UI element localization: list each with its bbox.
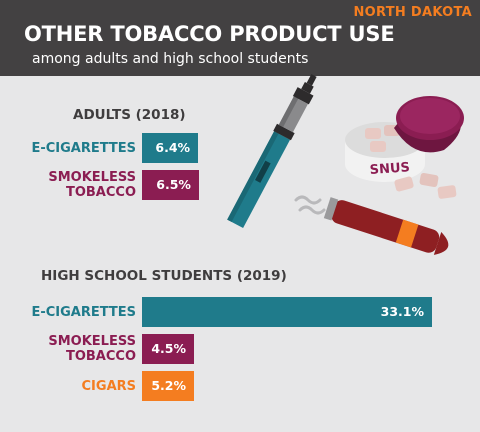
e-cigarette-icon (227, 74, 317, 229)
data-label: 5.2% (151, 378, 186, 393)
bar-smokeless-tobacco-high-school (142, 334, 194, 364)
state-label: NORTH DAKOTA (353, 5, 472, 20)
category-label: SMOKELESS TOBACCO (48, 334, 136, 364)
data-label: 6.4% (155, 140, 191, 155)
bar-cigars-high-school (142, 371, 194, 401)
page-subtitle: among adults and high school students (32, 51, 309, 67)
cigar-icon (294, 195, 449, 255)
category-label: E-CIGARETTES (31, 140, 136, 156)
snus-label: SNUS (369, 160, 410, 178)
category-label: SMOKELESS TOBACCO (48, 170, 136, 200)
snus-tin-icon: SNUS (345, 96, 464, 199)
section-title-adults: ADULTS (2018) (73, 107, 186, 123)
category-label: CIGARS (81, 378, 136, 394)
bar-e-cigarettes-adults (142, 133, 199, 163)
data-label: 33.1% (380, 304, 424, 319)
bar-smokeless-tobacco-adults (142, 170, 199, 200)
category-label: E-CIGARETTES (31, 304, 136, 320)
page-title: OTHER TOBACCO PRODUCT USE (24, 22, 395, 46)
header-banner: NORTH DAKOTA OTHER TOBACCO PRODUCT USE a… (0, 0, 480, 76)
section-title-high-school: HIGH SCHOOL STUDENTS (2019) (41, 268, 287, 284)
data-label: 6.5% (156, 177, 191, 192)
bar-e-cigarettes-high-school (142, 297, 432, 327)
data-label: 4.5% (151, 341, 186, 356)
